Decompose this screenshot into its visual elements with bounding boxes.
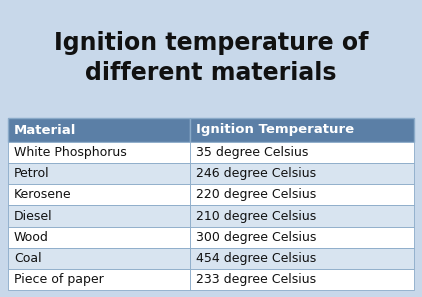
Text: Ignition Temperature: Ignition Temperature — [196, 124, 354, 137]
FancyBboxPatch shape — [8, 184, 190, 206]
FancyBboxPatch shape — [190, 206, 414, 227]
Text: Petrol: Petrol — [14, 167, 50, 180]
FancyBboxPatch shape — [8, 206, 190, 227]
FancyBboxPatch shape — [8, 227, 190, 248]
Text: 210 degree Celsius: 210 degree Celsius — [196, 209, 316, 222]
FancyBboxPatch shape — [190, 118, 414, 142]
Text: Diesel: Diesel — [14, 209, 53, 222]
Text: White Phosphorus: White Phosphorus — [14, 146, 127, 159]
FancyBboxPatch shape — [190, 227, 414, 248]
FancyBboxPatch shape — [8, 248, 190, 269]
Text: Piece of paper: Piece of paper — [14, 273, 104, 286]
Text: Coal: Coal — [14, 252, 42, 265]
Text: Wood: Wood — [14, 231, 49, 244]
Text: Ignition temperature of
different materials: Ignition temperature of different materi… — [54, 31, 368, 85]
FancyBboxPatch shape — [190, 184, 414, 206]
Text: 246 degree Celsius: 246 degree Celsius — [196, 167, 316, 180]
Text: 35 degree Celsius: 35 degree Celsius — [196, 146, 308, 159]
FancyBboxPatch shape — [190, 142, 414, 163]
Text: Kerosene: Kerosene — [14, 188, 72, 201]
Text: Material: Material — [14, 124, 76, 137]
Text: 300 degree Celsius: 300 degree Celsius — [196, 231, 316, 244]
FancyBboxPatch shape — [190, 163, 414, 184]
FancyBboxPatch shape — [8, 118, 190, 142]
FancyBboxPatch shape — [8, 163, 190, 184]
FancyBboxPatch shape — [8, 142, 190, 163]
Text: 454 degree Celsius: 454 degree Celsius — [196, 252, 316, 265]
Text: 233 degree Celsius: 233 degree Celsius — [196, 273, 316, 286]
FancyBboxPatch shape — [190, 248, 414, 269]
Text: 220 degree Celsius: 220 degree Celsius — [196, 188, 316, 201]
FancyBboxPatch shape — [190, 269, 414, 290]
FancyBboxPatch shape — [8, 269, 190, 290]
